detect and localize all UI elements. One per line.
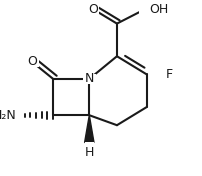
FancyBboxPatch shape bbox=[85, 142, 94, 149]
Text: O: O bbox=[89, 3, 99, 16]
FancyBboxPatch shape bbox=[83, 74, 96, 84]
Polygon shape bbox=[85, 115, 94, 142]
Text: O: O bbox=[27, 55, 37, 68]
Text: F: F bbox=[166, 68, 173, 81]
Text: OH: OH bbox=[149, 3, 168, 16]
FancyBboxPatch shape bbox=[4, 110, 24, 121]
FancyBboxPatch shape bbox=[139, 4, 158, 15]
Text: H: H bbox=[85, 146, 94, 159]
Text: N: N bbox=[85, 73, 94, 85]
FancyBboxPatch shape bbox=[25, 56, 39, 67]
FancyBboxPatch shape bbox=[88, 4, 99, 14]
FancyBboxPatch shape bbox=[163, 69, 175, 79]
Text: H₂N: H₂N bbox=[0, 109, 17, 122]
